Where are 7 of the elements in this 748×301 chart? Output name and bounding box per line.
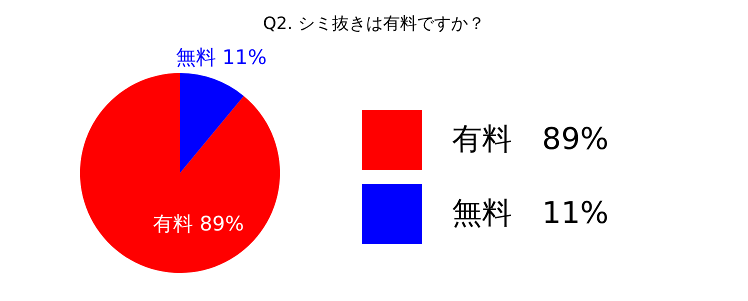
slice-label: 有料 89% — [153, 212, 244, 236]
pie-slice — [180, 73, 244, 173]
legend-label: 無料 11% — [452, 196, 609, 231]
chart-title: Q2. シミ抜きは有料ですか？ — [262, 14, 486, 34]
legend-label: 有料 89% — [452, 122, 609, 157]
pie-slice — [80, 73, 280, 273]
slice-label: 無料 11% — [176, 45, 267, 70]
